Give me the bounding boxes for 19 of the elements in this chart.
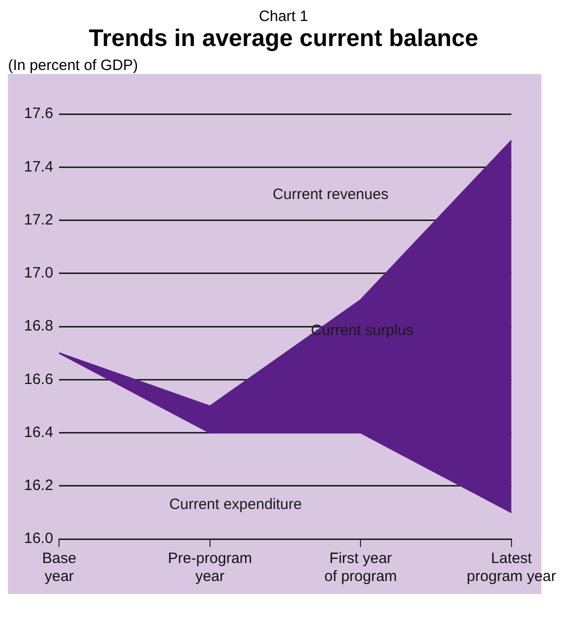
y-tick-label: 17.2: [24, 211, 54, 228]
y-tick-label: 16.0: [24, 530, 54, 548]
annotation: Current surplus: [310, 322, 414, 339]
annotation: Current expenditure: [169, 496, 302, 514]
y-tick-label: 17.6: [24, 105, 54, 122]
y-tick-label: 16.6: [24, 370, 54, 388]
y-tick-label: 17.0: [24, 264, 54, 282]
y-tick-label: 16.2: [24, 477, 54, 494]
y-tick-label: 16.8: [24, 318, 54, 335]
annotation: Current revenues: [272, 186, 388, 203]
x-tick-label: First year of program: [324, 550, 397, 586]
x-tick-label: Base year: [42, 550, 76, 586]
chart-title: Trends in average current balance: [88, 25, 480, 53]
chart-subtitle: (In percent of GDP): [8, 57, 140, 74]
y-tick-label: 17.4: [24, 158, 54, 176]
x-tick-label: Latest program year: [466, 550, 556, 586]
y-tick-label: 16.4: [24, 424, 54, 441]
caption: Chart 1: [258, 8, 310, 25]
x-tick-label: Pre-program year: [168, 550, 252, 586]
